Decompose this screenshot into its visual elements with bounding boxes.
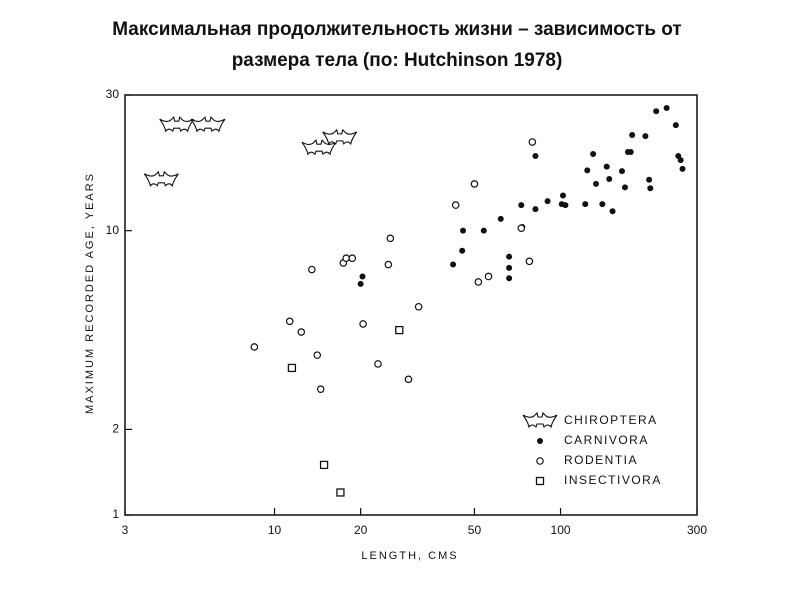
point: [451, 201, 460, 209]
point: [316, 385, 325, 393]
x-tick-label: 10: [268, 523, 282, 537]
legend-marker: [537, 438, 543, 444]
legend-label: INSECTIVORA: [564, 473, 662, 487]
point: [484, 272, 493, 281]
point: [395, 325, 404, 335]
point: [663, 105, 670, 112]
point: [528, 138, 537, 146]
point: [308, 265, 316, 274]
x-tick-label: 3: [122, 523, 129, 537]
point: [374, 360, 382, 368]
plot-frame: [124, 94, 698, 516]
point: [460, 227, 467, 234]
point: [647, 185, 654, 192]
x-tick-label: 100: [551, 523, 571, 537]
legend-label: CARNIVORA: [564, 433, 649, 447]
point: [414, 302, 423, 311]
point: [287, 363, 297, 373]
point: [470, 180, 479, 188]
point: [518, 202, 525, 209]
point: [592, 180, 599, 187]
legend-label: CHIROPTERA: [564, 413, 658, 427]
point: [342, 254, 350, 263]
point: [357, 280, 364, 287]
chart-title: размера тела (по: Hutchinson 1978): [232, 50, 563, 71]
chart-title: Максимальная продолжительность жизни – з…: [112, 19, 681, 40]
point: [532, 206, 539, 213]
point: [322, 128, 358, 146]
point: [336, 488, 345, 497]
point: [497, 215, 504, 222]
point: [480, 227, 487, 234]
point: [677, 157, 684, 164]
point: [474, 278, 483, 286]
point: [584, 167, 591, 174]
x-axis-label: LENGTH, CMS: [361, 550, 458, 562]
legend-marker: [536, 457, 544, 465]
point: [606, 175, 613, 182]
point: [301, 139, 337, 156]
point: [359, 273, 366, 280]
point: [313, 351, 322, 359]
point: [285, 317, 294, 326]
point: [459, 247, 466, 254]
point: [679, 165, 686, 172]
point: [532, 153, 539, 160]
point: [386, 234, 395, 243]
point: [562, 202, 569, 209]
point: [590, 151, 597, 158]
point: [627, 149, 634, 156]
point: [506, 264, 513, 271]
point: [143, 170, 179, 188]
y-axis-label: MAXIMUM RECORDED AGE, YEARS: [84, 172, 96, 414]
y-tick-label: 30: [106, 87, 120, 101]
point: [525, 257, 534, 266]
y-tick-label: 2: [112, 422, 119, 436]
point: [506, 253, 513, 260]
point: [629, 131, 636, 138]
point: [190, 116, 226, 133]
point: [319, 460, 329, 470]
x-tick-label: 300: [687, 523, 707, 537]
point: [250, 343, 259, 351]
point: [384, 260, 393, 269]
x-tick-label: 20: [354, 523, 368, 537]
point: [618, 168, 625, 175]
point: [621, 184, 628, 191]
legend-marker: [522, 411, 558, 429]
point: [560, 192, 567, 199]
point: [348, 254, 357, 263]
point: [297, 328, 306, 336]
legend-label: RODENTIA: [564, 453, 638, 467]
point: [404, 375, 413, 384]
point: [450, 261, 457, 268]
legend-marker: [535, 476, 545, 486]
point: [582, 201, 589, 208]
point: [603, 163, 610, 170]
point: [672, 122, 679, 129]
point: [359, 320, 367, 328]
point: [653, 108, 660, 115]
point: [646, 176, 653, 183]
point: [517, 224, 526, 233]
point: [599, 201, 606, 208]
point: [642, 133, 649, 140]
point: [544, 198, 551, 205]
y-tick-label: 1: [112, 507, 119, 521]
x-tick-label: 50: [468, 523, 482, 537]
point: [506, 275, 513, 282]
y-tick-label: 10: [106, 223, 120, 237]
point: [159, 116, 195, 133]
point: [609, 208, 616, 215]
